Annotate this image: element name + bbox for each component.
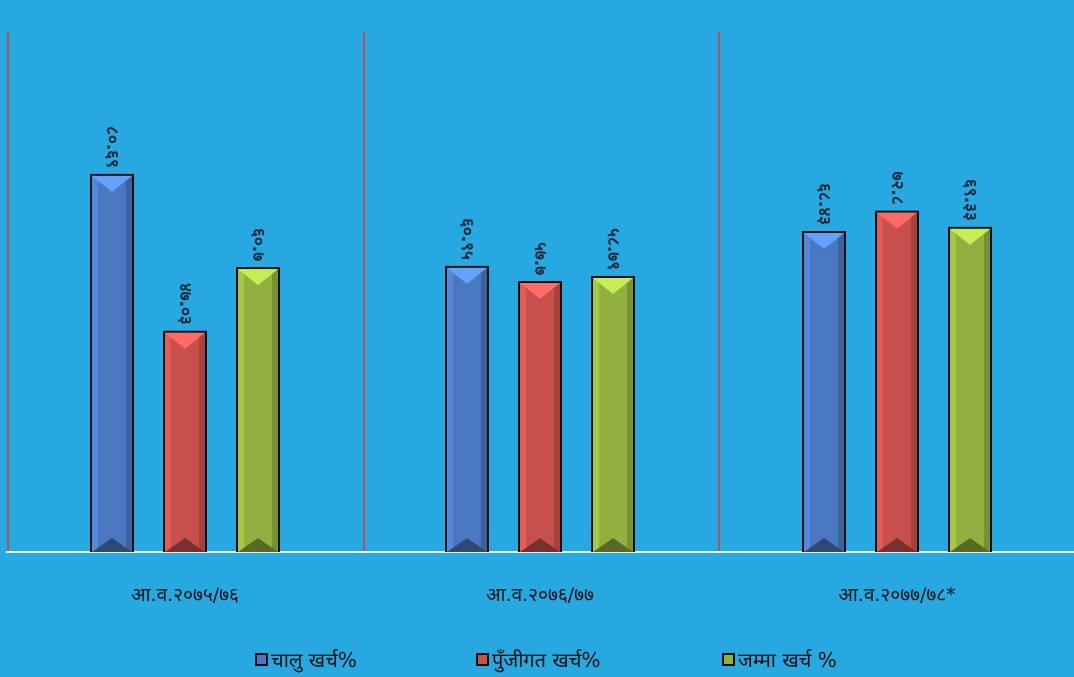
bar-body — [92, 175, 132, 553]
bar-bevel-left — [950, 228, 956, 553]
bar-top-bevel — [593, 277, 633, 294]
bar-2-1 — [445, 265, 489, 552]
bar-bevel-right — [481, 267, 487, 552]
bar-bevel-right — [911, 212, 917, 552]
bar-bevel-left — [877, 212, 883, 552]
bar-bevel-left — [165, 332, 171, 552]
legend-item-total: जम्मा खर्च % — [722, 646, 837, 673]
x-tick-label: आ.व.२०७६/७७ — [486, 584, 594, 606]
bar-top-bevel — [520, 283, 560, 300]
legend-swatch-capital — [476, 653, 489, 666]
data-label: ६९.३३ — [960, 179, 980, 221]
bar-bevel-left — [593, 277, 599, 552]
bar-bevel-right — [272, 269, 278, 552]
bar-top-bevel — [950, 228, 990, 245]
bar-1-2 — [163, 330, 207, 552]
bar-body — [593, 277, 633, 552]
data-label: ७२.८ — [887, 172, 907, 205]
bar-bottom-bevel — [520, 538, 560, 552]
bar-body — [520, 283, 560, 552]
bar-3-3 — [948, 226, 992, 553]
legend-label-current: चालु खर्च% — [271, 648, 357, 672]
bar-2-3 — [591, 275, 635, 552]
bar-bevel-left — [238, 269, 244, 552]
bar-bottom-bevel — [238, 538, 278, 552]
data-label: ६०.९५ — [457, 218, 477, 260]
bar-2-2 — [518, 281, 562, 552]
bar-body — [238, 269, 278, 552]
bar-top-bevel — [447, 267, 487, 284]
data-label: ६८.४३ — [814, 183, 834, 225]
x-tick-label: आ.व.२०७७/७८* — [838, 584, 955, 606]
data-label: ६०.७ — [248, 228, 268, 261]
bar-bevel-right — [199, 332, 205, 552]
bar-bottom-bevel — [804, 538, 844, 552]
bar-body — [950, 228, 990, 553]
legend: चालु खर्च% पुँजीगत खर्च% जम्मा खर्च % — [0, 646, 1074, 676]
bar-top-bevel — [238, 269, 278, 286]
bar-bottom-bevel — [92, 538, 132, 552]
bar-bevel-right — [984, 228, 990, 553]
bar-bottom-bevel — [447, 538, 487, 552]
legend-swatch-current — [255, 653, 268, 666]
bar-bevel-left — [92, 175, 98, 553]
bar-top-bevel — [92, 175, 132, 192]
legend-swatch-total — [722, 653, 735, 666]
bar-1-1 — [90, 173, 134, 553]
data-label: ५७.७ — [530, 242, 550, 275]
bar-bottom-bevel — [877, 538, 917, 552]
bar-bevel-right — [838, 233, 844, 552]
bar-3-1 — [802, 231, 846, 552]
bar-body — [165, 332, 205, 552]
bar-chart: ८०.६९ ४७.०३ ६०.७ आ.व.२०७५/७६ ६०.९५ ५७.७ ५८.७९ आ… — [6, 32, 1074, 606]
bar-3-2 — [875, 210, 919, 552]
bar-bevel-left — [520, 283, 526, 552]
bar-bevel-left — [804, 233, 810, 552]
bar-top-bevel — [804, 233, 844, 250]
bar-bevel-right — [126, 175, 132, 553]
data-label: ८०.६९ — [102, 126, 122, 168]
bar-top-bevel — [877, 212, 917, 229]
bar-1-3 — [236, 267, 280, 552]
bar-body — [877, 212, 917, 552]
data-label: ४७.०३ — [175, 283, 195, 325]
legend-label-total: जम्मा खर्च % — [738, 648, 837, 672]
bar-body — [447, 267, 487, 552]
bar-bottom-bevel — [593, 538, 633, 552]
legend-label-capital: पुँजीगत खर्च% — [492, 648, 601, 672]
bar-bottom-bevel — [950, 538, 990, 552]
x-tick-label: आ.व.२०७५/७६ — [131, 584, 239, 606]
bar-bottom-bevel — [165, 538, 205, 552]
legend-item-capital: पुँजीगत खर्च% — [476, 646, 600, 673]
bar-bevel-right — [627, 277, 633, 552]
bar-top-bevel — [165, 332, 205, 349]
data-label: ५८.७९ — [603, 228, 623, 270]
bar-bevel-left — [447, 267, 453, 552]
bar-bevel-right — [554, 283, 560, 552]
bar-body — [804, 233, 844, 552]
legend-item-current: चालु खर्च% — [255, 646, 357, 673]
